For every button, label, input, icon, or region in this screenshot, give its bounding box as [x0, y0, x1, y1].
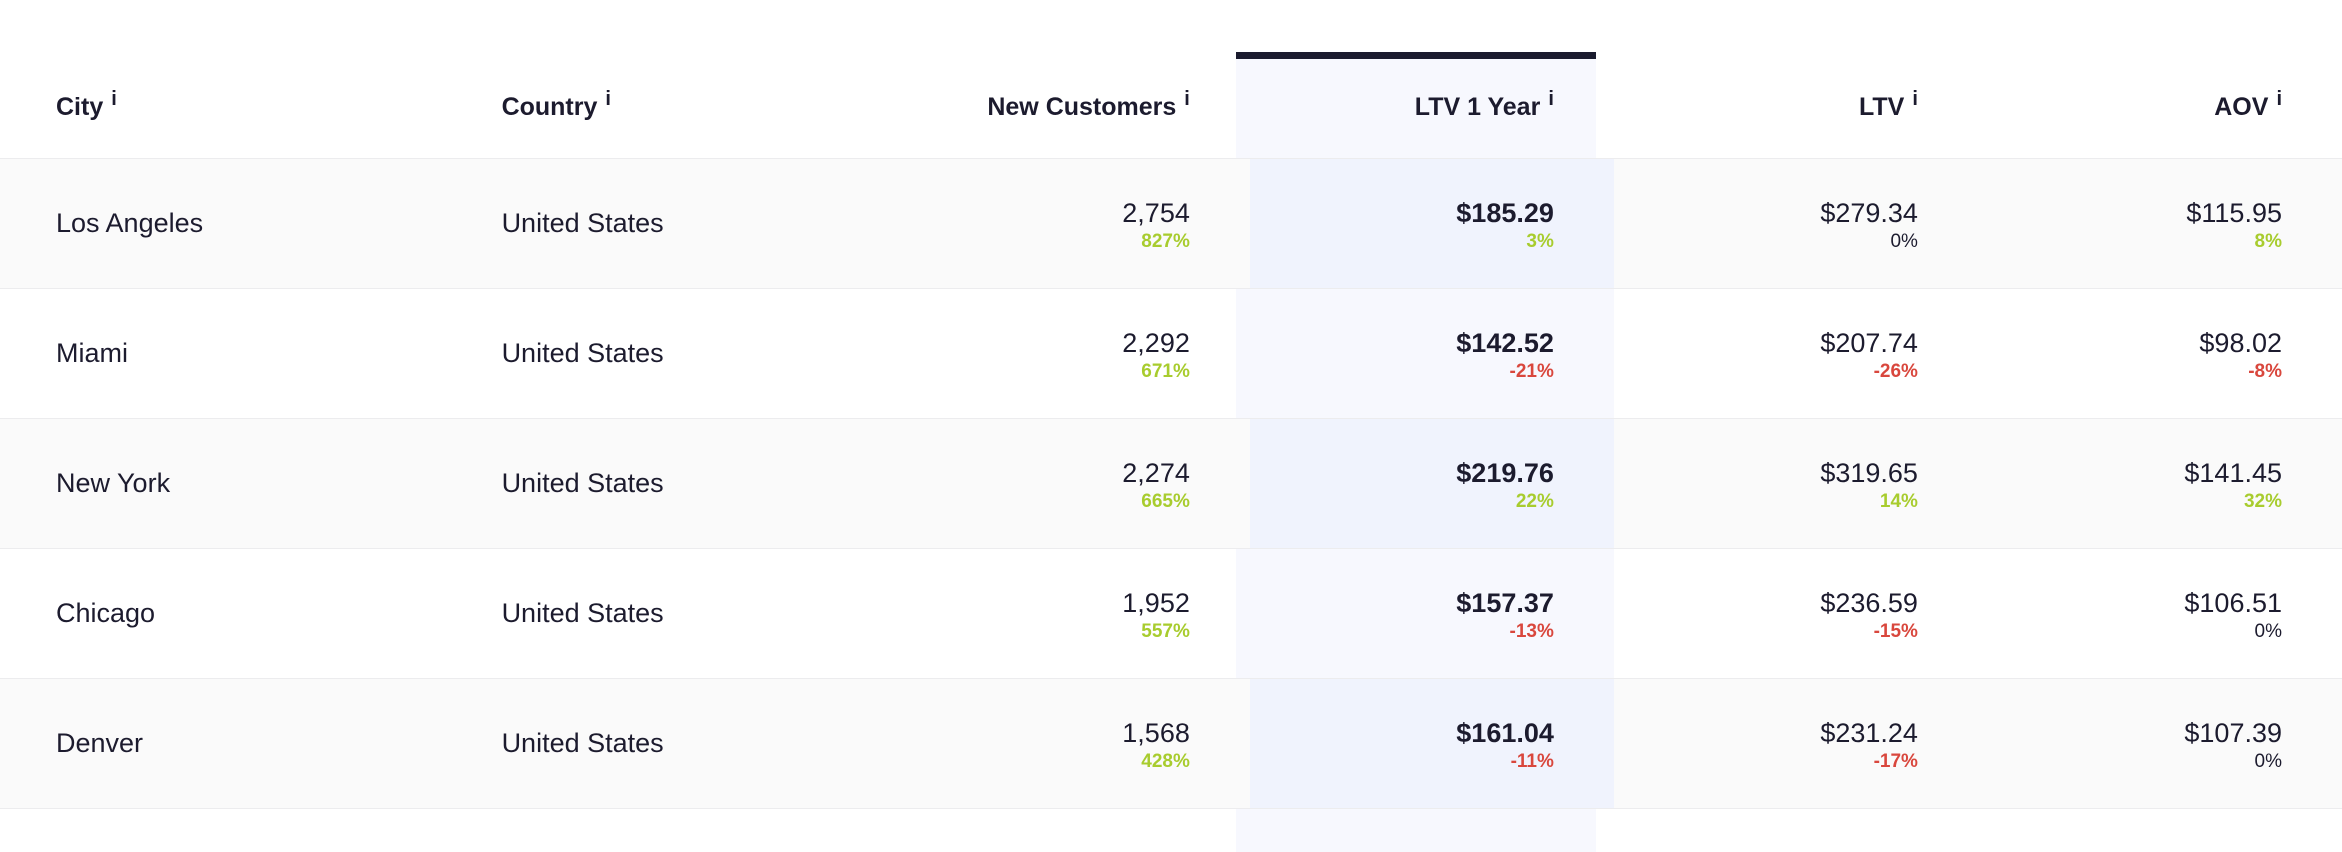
cell-ltv-1-year: $157.37 -13% — [1249, 548, 1614, 678]
info-icon[interactable]: i — [1184, 87, 1190, 110]
cell-ltv-1-year: $185.29 3% — [1249, 158, 1614, 288]
column-header-new-customers[interactable]: New Customers i — [951, 52, 1250, 158]
metric-change: 827% — [1141, 231, 1190, 252]
column-header-aov[interactable]: AOV i — [1978, 52, 2342, 158]
column-header-label: LTV — [1858, 92, 1905, 121]
metric-value: $106.51 — [2184, 588, 2282, 618]
cell-ltv: $319.65 14% — [1613, 418, 1978, 548]
metric-change: -15% — [1873, 621, 1918, 642]
metric-change: -21% — [1509, 361, 1554, 382]
metric-value: $279.34 — [1820, 198, 1918, 228]
metric-change: -26% — [1873, 361, 1918, 382]
column-header-ltv[interactable]: LTV i — [1614, 52, 1978, 158]
cities-metrics-table: City i Country i New Customers i LTV 1 Year… — [0, 52, 2342, 809]
metric-change: 0% — [2254, 621, 2282, 642]
cell-country: United States — [501, 337, 664, 368]
metric-change: 3% — [1526, 231, 1554, 252]
column-header-label: New Customers — [987, 92, 1177, 121]
column-header-ltv-1-year[interactable]: LTV 1 Year i — [1250, 52, 1614, 158]
metric-value: 2,292 — [1122, 328, 1190, 358]
metric-value: $115.95 — [2186, 198, 2282, 228]
cell-aov: $107.39 0% — [1977, 678, 2342, 808]
metric-value: $157.37 — [1456, 588, 1554, 618]
metric-value: $107.39 — [2184, 718, 2282, 748]
cell-new-customers: 1,952 557% — [951, 548, 1250, 678]
metric-value: $141.45 — [2184, 458, 2282, 488]
column-header-label: AOV — [2214, 92, 2269, 121]
table-row[interactable]: Miami United States 2,292 671% $142.52 -21… — [0, 288, 2342, 418]
info-icon[interactable]: i — [1548, 87, 1554, 110]
metric-change: 0% — [1890, 231, 1918, 252]
metric-change: 0% — [2254, 751, 2282, 772]
cell-aov: $106.51 0% — [1978, 548, 2342, 678]
metric-change: 665% — [1141, 491, 1190, 512]
column-header-label: Country — [501, 92, 598, 121]
metric-change: 671% — [1141, 361, 1190, 382]
metric-value: $319.65 — [1820, 458, 1918, 488]
cell-ltv: $279.34 0% — [1613, 158, 1978, 288]
metric-change: 8% — [2254, 231, 2282, 252]
info-icon[interactable]: i — [2276, 87, 2282, 110]
metric-change: 14% — [1879, 491, 1918, 512]
cell-new-customers: 2,274 665% — [950, 418, 1250, 548]
metric-value: 2,274 — [1122, 458, 1190, 488]
metric-value: $161.04 — [1456, 718, 1554, 748]
metric-change: -17% — [1873, 751, 1918, 772]
metric-change: 557% — [1141, 621, 1190, 642]
metric-value: $207.74 — [1820, 328, 1918, 358]
metric-value: $142.52 — [1456, 328, 1554, 358]
metric-value: $185.29 — [1456, 198, 1554, 228]
table-row[interactable]: Chicago United States 1,952 557% $157.37 -… — [0, 548, 2342, 678]
info-icon[interactable]: i — [1912, 87, 1918, 110]
cell-city: Chicago — [56, 597, 156, 628]
table-row[interactable]: Denver United States 1,568 428% $161.04 -1… — [0, 678, 2342, 808]
cell-ltv-1-year: $219.76 22% — [1249, 418, 1614, 548]
metric-change: 32% — [2243, 491, 2282, 512]
table-row[interactable]: New York United States 2,274 665% $219.76… — [0, 418, 2342, 548]
metric-change: -11% — [1510, 751, 1554, 772]
column-header-label: City — [56, 92, 104, 121]
cell-city: New York — [0, 418, 502, 548]
cell-country: United States — [501, 597, 664, 628]
cell-city: Los Angeles — [0, 158, 502, 288]
cell-new-customers: 2,292 671% — [951, 288, 1250, 418]
cell-new-customers: 1,568 428% — [950, 678, 1250, 808]
metric-change: -8% — [2248, 361, 2282, 382]
cell-country: United States — [501, 158, 951, 288]
cell-country: United States — [501, 678, 951, 808]
metric-value: 1,952 — [1122, 588, 1190, 618]
metric-value: 1,568 — [1122, 718, 1190, 748]
cell-city: Miami — [56, 337, 128, 368]
table-header-row: City i Country i New Customers i LTV 1 Year… — [0, 52, 2342, 158]
metric-change: 428% — [1141, 751, 1190, 772]
cell-ltv: $231.24 -17% — [1613, 678, 1978, 808]
metric-value: $98.02 — [2199, 328, 2282, 358]
metric-value: $231.24 — [1820, 718, 1918, 748]
cell-aov: $98.02 -8% — [1978, 288, 2342, 418]
metric-change: 22% — [1515, 491, 1554, 512]
metric-value: 2,754 — [1122, 198, 1190, 228]
column-header-label: LTV 1 Year — [1414, 92, 1541, 121]
cell-aov: $141.45 32% — [1977, 418, 2342, 548]
cell-ltv: $207.74 -26% — [1614, 288, 1978, 418]
cell-ltv: $236.59 -15% — [1614, 548, 1978, 678]
info-icon[interactable]: i — [605, 87, 611, 110]
cell-ltv-1-year: $142.52 -21% — [1249, 288, 1614, 418]
column-header-country[interactable]: Country i — [502, 52, 951, 158]
metric-value: $236.59 — [1820, 588, 1918, 618]
cell-new-customers: 2,754 827% — [950, 158, 1250, 288]
metric-value: $219.76 — [1456, 458, 1554, 488]
metric-change: -13% — [1509, 621, 1554, 642]
column-header-city[interactable]: City i — [0, 52, 502, 158]
cell-city: Denver — [0, 678, 502, 808]
cell-ltv-1-year: $161.04 -11% — [1249, 678, 1614, 808]
info-icon[interactable]: i — [111, 87, 117, 110]
cell-country: United States — [501, 418, 951, 548]
table-row[interactable]: Los Angeles United States 2,754 827% $185… — [0, 158, 2342, 288]
cell-aov: $115.95 8% — [1977, 158, 2342, 288]
